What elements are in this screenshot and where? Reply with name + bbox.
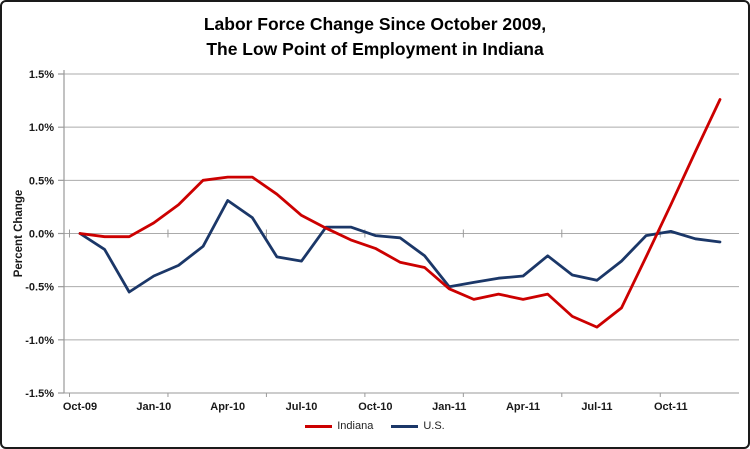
x-tick-label: Jan-10 xyxy=(136,401,171,413)
chart-title-line1: Labor Force Change Since October 2009, xyxy=(203,14,547,34)
legend-label-indiana: Indiana xyxy=(337,420,374,432)
y-tick-label: 0.0% xyxy=(29,229,54,241)
x-tick-label: Jul-10 xyxy=(286,401,318,413)
legend-item-us: U.S. xyxy=(391,420,445,432)
x-tick-label: Apr-11 xyxy=(506,401,540,413)
y-axis-title: Percent Change xyxy=(13,190,25,278)
legend-label-us: U.S. xyxy=(423,420,445,432)
indiana-line-swatch xyxy=(305,424,333,428)
y-tick-label: 0.5% xyxy=(29,175,54,187)
us-line-swatch xyxy=(391,424,419,428)
legend-item-indiana: Indiana xyxy=(305,420,373,432)
chart-title-line2: The Low Point of Employment in Indiana xyxy=(206,39,544,59)
y-tick-label: 1.0% xyxy=(29,122,54,134)
y-tick-label: 1.5% xyxy=(29,69,54,81)
indiana-series-line xyxy=(78,98,722,329)
x-tick-label: Jul-11 xyxy=(581,401,612,413)
y-tick-label: -1.0% xyxy=(25,335,54,347)
x-tick-label: Oct-10 xyxy=(358,401,392,413)
us-series-line xyxy=(78,199,722,294)
chart-title: Labor Force Change Since October 2009, T… xyxy=(2,12,748,62)
x-tick-label: Oct-11 xyxy=(654,401,688,413)
legend: Indiana U.S. xyxy=(2,420,748,432)
y-tick-label: -1.5% xyxy=(25,388,54,400)
x-tick-label: Jan-11 xyxy=(432,401,466,413)
x-tick-label: Apr-10 xyxy=(210,401,245,413)
y-tick-label: -0.5% xyxy=(25,282,54,294)
x-tick-label: Oct-09 xyxy=(63,401,97,413)
